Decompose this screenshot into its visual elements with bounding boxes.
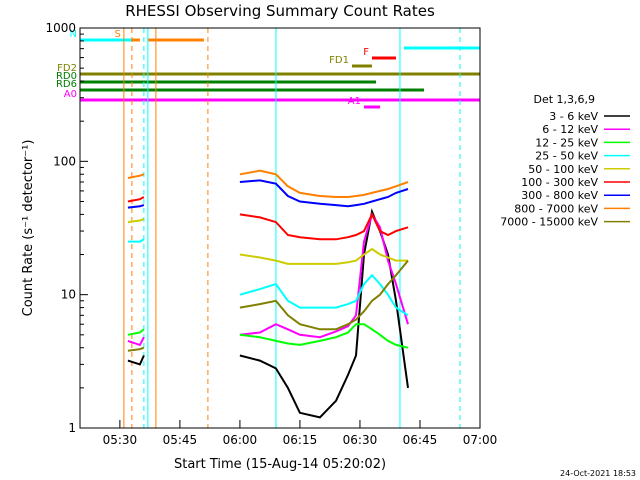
flag-label-fd2: FD2 (57, 63, 77, 74)
legend-label-5: 100 - 300 keV (521, 176, 598, 189)
y-axis-ticks: 1 10 100 1000 (45, 21, 88, 435)
series-line-4 (127, 217, 408, 265)
series-line-3 (127, 238, 409, 317)
legend-label-6: 300 - 800 keV (521, 189, 598, 202)
series-line-6 (127, 179, 409, 209)
series-line-7 (127, 169, 409, 198)
chart-title: RHESSI Observing Summary Count Rates (125, 2, 435, 20)
x-tick-label-5: 06:45 (403, 433, 438, 447)
x-tick-label-3: 06:15 (283, 433, 318, 447)
x-tick-label-6: 07:00 (463, 433, 498, 447)
x-tick-label-0: 05:30 (103, 433, 138, 447)
series-line-8 (127, 259, 409, 352)
y-tick-label-0: 1 (68, 421, 76, 435)
y-tick-label-1: 10 (61, 288, 76, 302)
series-line-5 (127, 196, 409, 241)
legend-label-4: 50 - 100 keV (528, 163, 598, 176)
flag-label-fd1: FD1 (329, 55, 349, 66)
vertical-markers (123, 28, 461, 428)
flag-label-a1: A1 (348, 96, 361, 107)
x-axis-ticks: 05:30 05:45 06:00 06:15 06:30 06:45 07:00 (103, 420, 498, 447)
series-line-0 (127, 208, 409, 419)
flag-label-s: S (115, 29, 121, 40)
series-line-1 (127, 211, 409, 347)
flag-label-rd6: RD6 (56, 79, 77, 90)
legend-label-1: 6 - 12 keV (542, 123, 598, 136)
flag-label-a0: A0 (64, 89, 77, 100)
x-tick-label-2: 06:00 (223, 433, 258, 447)
x-axis-label: Start Time (15-Aug-14 05:20:02) (174, 457, 386, 472)
legend-label-3: 25 - 50 keV (535, 150, 598, 163)
legend-label-0: 3 - 6 keV (549, 110, 598, 123)
series-lines (127, 169, 409, 419)
flag-label-n: N (70, 29, 77, 40)
y-tick-label-3: 1000 (45, 21, 76, 35)
x-tick-label-4: 06:30 (343, 433, 378, 447)
legend-label-2: 12 - 25 keV (535, 136, 598, 149)
flag-label-f: F (363, 47, 369, 58)
series-line-2 (127, 323, 409, 349)
y-tick-label-2: 100 (53, 154, 76, 168)
legend-label-8: 7000 - 15000 keV (500, 216, 598, 229)
x-tick-label-1: 05:45 (163, 433, 198, 447)
y-axis-label: Count Rate (s⁻¹ detector⁻¹) (21, 140, 36, 317)
flag-label-rd0: RD0 (56, 71, 77, 82)
plot-frame (79, 27, 481, 429)
footer-timestamp: 24-Oct-2021 18:53 (560, 469, 636, 478)
legend-title: Det 1,3,6,9 (533, 93, 595, 106)
legend-label-7: 800 - 7000 keV (514, 202, 598, 215)
